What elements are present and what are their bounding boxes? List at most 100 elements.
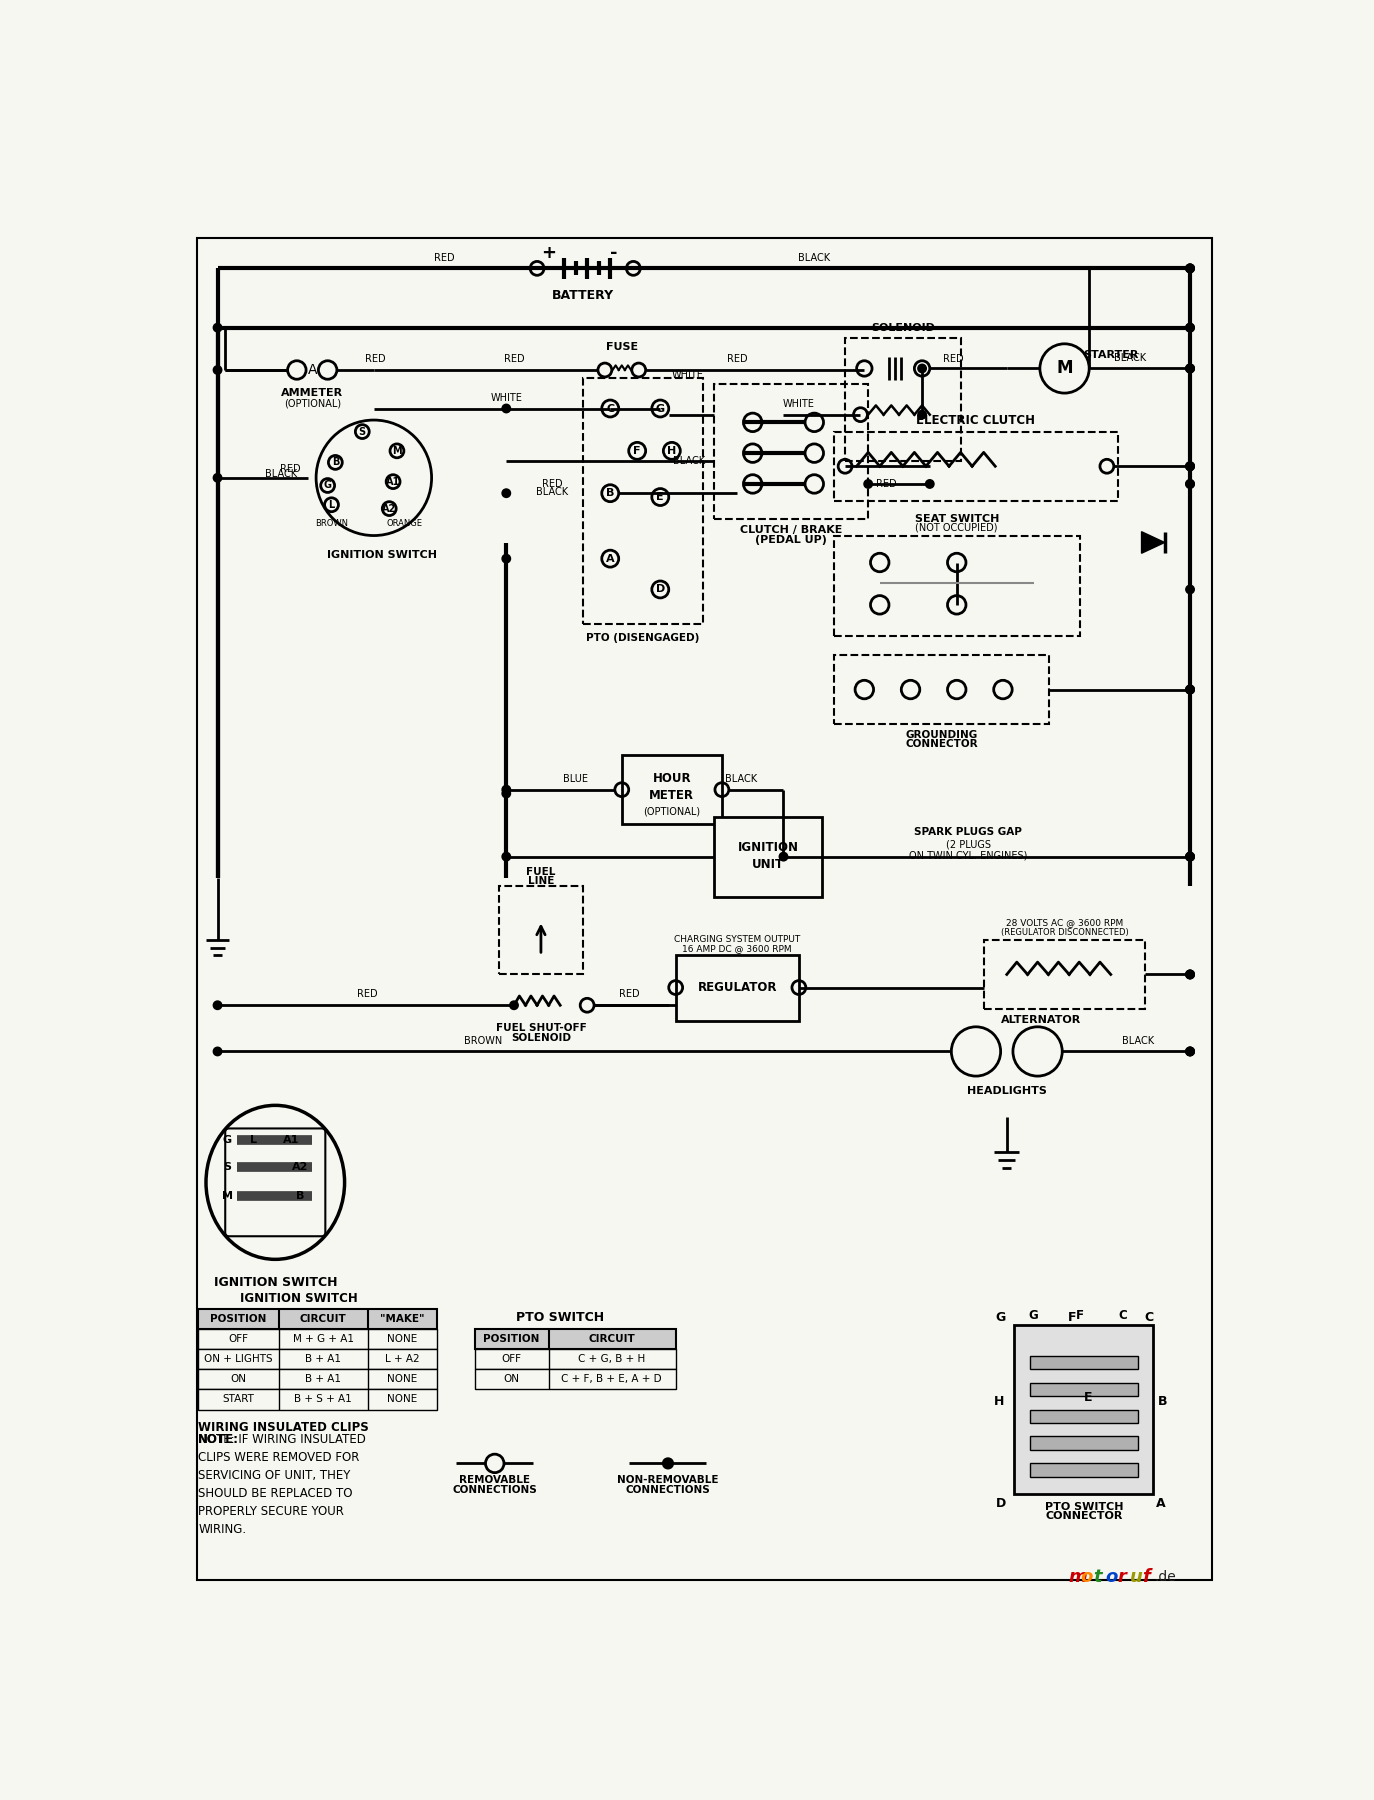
Text: NOTE:: NOTE:	[198, 1433, 239, 1447]
Text: CHARGING SYSTEM OUTPUT: CHARGING SYSTEM OUTPUT	[675, 936, 801, 945]
Text: NOTE: IF WIRING INSULATED
CLIPS WERE REMOVED FOR
SERVICING OF UNIT, THEY
SHOULD : NOTE: IF WIRING INSULATED CLIPS WERE REM…	[198, 1433, 365, 1537]
Text: L: L	[328, 500, 335, 509]
Text: ON: ON	[504, 1373, 519, 1384]
Text: IGNITION SWITCH: IGNITION SWITCH	[239, 1292, 357, 1305]
Text: SOLENOID: SOLENOID	[511, 1033, 572, 1044]
Text: m: m	[1069, 1568, 1087, 1586]
Text: B + A1: B + A1	[305, 1375, 341, 1384]
Bar	[475, 1368, 676, 1390]
Text: G: G	[655, 403, 665, 414]
Circle shape	[1186, 463, 1194, 470]
Circle shape	[510, 1001, 518, 1010]
Circle shape	[502, 853, 511, 860]
Circle shape	[502, 554, 511, 563]
Text: B + A1: B + A1	[305, 1354, 341, 1364]
Text: CONNECTOR: CONNECTOR	[1046, 1510, 1123, 1521]
Text: t: t	[1094, 1568, 1102, 1586]
Text: .de: .de	[1154, 1570, 1176, 1584]
Text: B: B	[331, 457, 339, 468]
Text: CONNECTIONS: CONNECTIONS	[452, 1485, 537, 1496]
Text: LINE: LINE	[528, 877, 554, 886]
Text: M: M	[392, 446, 401, 455]
Text: IGNITION SWITCH: IGNITION SWITCH	[327, 549, 437, 560]
Circle shape	[1186, 853, 1194, 860]
Bar	[198, 1390, 437, 1409]
Bar	[475, 1328, 676, 1348]
Bar	[198, 1370, 437, 1390]
Text: B: B	[606, 488, 614, 499]
Text: C: C	[1118, 1309, 1127, 1321]
Circle shape	[1186, 265, 1194, 272]
Circle shape	[1186, 970, 1194, 979]
Text: H: H	[993, 1395, 1004, 1408]
Bar	[1030, 1409, 1138, 1424]
Text: CLUTCH / BRAKE: CLUTCH / BRAKE	[741, 526, 842, 535]
Text: PTO (DISENGAGED): PTO (DISENGAGED)	[585, 634, 699, 643]
Text: BROWN: BROWN	[315, 520, 348, 529]
Circle shape	[1186, 686, 1194, 693]
Bar	[198, 1350, 437, 1370]
Text: CIRCUIT: CIRCUIT	[300, 1314, 346, 1325]
Text: A1: A1	[386, 477, 400, 486]
Text: BLACK: BLACK	[1114, 353, 1146, 362]
Text: RED: RED	[727, 355, 747, 364]
Text: NONE: NONE	[387, 1395, 418, 1404]
Bar	[834, 655, 1050, 724]
Text: A: A	[606, 554, 614, 563]
Text: CONNECTOR: CONNECTOR	[905, 740, 978, 749]
Circle shape	[1186, 970, 1194, 979]
Circle shape	[213, 473, 221, 482]
Text: E: E	[657, 491, 664, 502]
Text: ON + LIGHTS: ON + LIGHTS	[203, 1354, 272, 1364]
Bar	[834, 536, 1080, 635]
Text: RED: RED	[943, 355, 963, 364]
Bar	[1030, 1382, 1138, 1397]
Text: M: M	[223, 1192, 234, 1201]
Circle shape	[213, 1048, 221, 1055]
Text: -: -	[610, 245, 618, 263]
Text: POSITION: POSITION	[210, 1314, 267, 1325]
Text: D: D	[655, 585, 665, 594]
Bar	[584, 378, 702, 625]
Text: SOLENOID: SOLENOID	[871, 324, 934, 333]
Text: REMOVABLE: REMOVABLE	[459, 1476, 530, 1485]
Text: A: A	[308, 364, 317, 376]
Bar	[622, 754, 721, 824]
Circle shape	[1186, 686, 1194, 693]
Text: o: o	[1081, 1568, 1094, 1586]
Circle shape	[1186, 463, 1194, 470]
Text: G: G	[324, 481, 331, 490]
Bar	[834, 432, 1118, 500]
Text: FUEL SHUT-OFF: FUEL SHUT-OFF	[496, 1024, 587, 1033]
Text: ALTERNATOR: ALTERNATOR	[1002, 1015, 1081, 1024]
Circle shape	[1186, 265, 1194, 272]
Text: BROWN: BROWN	[464, 1035, 503, 1046]
Text: A2: A2	[382, 504, 396, 513]
Text: RED: RED	[280, 464, 301, 473]
Text: RED: RED	[504, 355, 525, 364]
Bar	[1030, 1436, 1138, 1451]
Text: GROUNDING: GROUNDING	[905, 731, 977, 740]
Circle shape	[1186, 853, 1194, 860]
Bar	[1030, 1463, 1138, 1478]
Text: START: START	[223, 1395, 254, 1404]
Text: ORANGE: ORANGE	[386, 520, 423, 529]
Text: D: D	[996, 1498, 1006, 1510]
Text: M: M	[1057, 360, 1073, 378]
Circle shape	[1186, 1048, 1194, 1055]
Bar	[499, 886, 584, 974]
Text: (OPTIONAL): (OPTIONAL)	[643, 806, 701, 815]
Text: STARTER: STARTER	[1083, 349, 1139, 360]
Polygon shape	[1142, 531, 1165, 553]
Text: B: B	[1157, 1395, 1167, 1408]
Text: RED: RED	[434, 252, 455, 263]
Text: METER: METER	[650, 788, 694, 801]
Text: C: C	[1145, 1310, 1154, 1323]
Bar	[714, 383, 868, 518]
Text: BLACK: BLACK	[1121, 1035, 1154, 1046]
Text: FUSE: FUSE	[606, 342, 638, 351]
Bar	[1030, 1355, 1138, 1370]
Text: H: H	[668, 446, 676, 455]
Circle shape	[918, 364, 926, 373]
Circle shape	[502, 490, 511, 497]
